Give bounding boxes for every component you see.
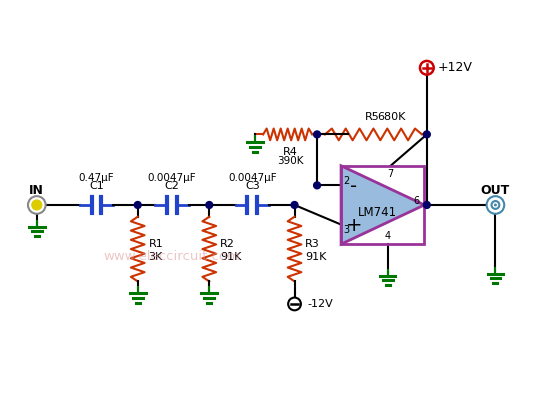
Circle shape <box>424 201 430 208</box>
Circle shape <box>32 200 42 210</box>
Circle shape <box>291 201 298 208</box>
Circle shape <box>288 298 301 310</box>
Text: C2: C2 <box>165 181 180 191</box>
Text: C1: C1 <box>89 181 104 191</box>
Text: +12V: +12V <box>438 61 472 74</box>
Text: 3K: 3K <box>148 252 163 262</box>
Text: LM741: LM741 <box>358 206 397 219</box>
Text: 4: 4 <box>384 231 391 241</box>
Text: R2: R2 <box>220 239 235 249</box>
Text: 680K: 680K <box>377 112 406 122</box>
Text: 0.0047μF: 0.0047μF <box>228 173 277 184</box>
Circle shape <box>420 61 434 74</box>
Text: 0.47μF: 0.47μF <box>79 173 115 184</box>
Text: 91K: 91K <box>220 252 242 262</box>
Bar <box>341 166 425 244</box>
Text: 6: 6 <box>413 196 420 206</box>
Text: 2: 2 <box>343 177 349 186</box>
Circle shape <box>206 201 213 208</box>
Circle shape <box>424 131 430 138</box>
Text: 7: 7 <box>388 168 394 179</box>
Circle shape <box>487 196 504 214</box>
Circle shape <box>494 204 497 206</box>
Circle shape <box>314 131 320 138</box>
Text: R3: R3 <box>305 239 320 249</box>
Text: www.eleccircuit.com: www.eleccircuit.com <box>104 250 241 263</box>
Circle shape <box>28 196 46 214</box>
Text: C3: C3 <box>245 181 260 191</box>
Text: R1: R1 <box>148 239 163 249</box>
Text: -: - <box>350 177 357 196</box>
Text: 91K: 91K <box>305 252 327 262</box>
Text: R5: R5 <box>364 112 380 122</box>
Polygon shape <box>341 166 425 244</box>
Text: 3: 3 <box>343 225 349 236</box>
Text: R4: R4 <box>283 147 298 157</box>
Circle shape <box>134 201 141 208</box>
Text: OUT: OUT <box>481 184 510 197</box>
Text: 0.0047μF: 0.0047μF <box>148 173 197 184</box>
Circle shape <box>491 201 500 209</box>
Text: IN: IN <box>29 184 44 197</box>
Circle shape <box>314 182 320 189</box>
Text: +: + <box>345 216 362 235</box>
Text: 390K: 390K <box>277 156 304 166</box>
Text: -12V: -12V <box>307 299 333 309</box>
